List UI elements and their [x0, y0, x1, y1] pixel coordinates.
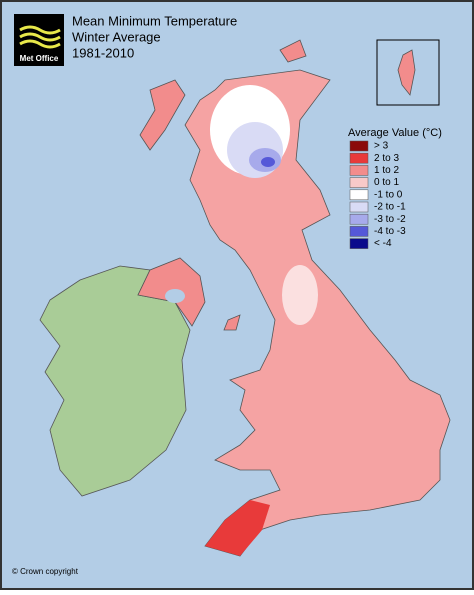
cairngorms: [261, 157, 275, 167]
legend-swatch: [349, 201, 369, 213]
legend-swatch: [349, 213, 369, 225]
orkney: [279, 39, 307, 63]
legend-label: 0 to 1: [374, 177, 399, 188]
legend-label: -1 to 0: [374, 189, 403, 200]
logo-waves: [19, 25, 61, 49]
legend-title: Average Value (°C): [348, 127, 442, 139]
legend-label: -2 to -1: [374, 202, 406, 213]
copyright: © Crown copyright: [12, 567, 79, 576]
legend-swatch: [349, 238, 369, 249]
highlands-cool: [227, 122, 283, 178]
title-line: Mean Minimum Temperature: [72, 13, 237, 28]
legend-swatch: [349, 152, 369, 164]
outer-hebrides: [139, 79, 186, 151]
legend: > 32 to 31 to 20 to 1-1 to 0 -2 to -1-3 t…: [349, 140, 406, 249]
legend-label: > 3: [374, 141, 389, 152]
legend-label: -4 to -3: [374, 226, 406, 237]
title-line: Winter Average: [72, 29, 161, 44]
cornwall-warm: [205, 500, 270, 556]
legend-label: 1 to 2: [374, 165, 399, 176]
title-line: 1981-2010: [72, 45, 134, 60]
legend-swatch: [349, 226, 369, 237]
isle-of-man: [223, 314, 241, 331]
legend-swatch: [349, 189, 369, 201]
pennines: [282, 265, 318, 325]
legend-label: < -4: [374, 238, 392, 249]
legend-swatch: [349, 165, 369, 176]
legend-swatch: [349, 140, 369, 152]
shetland: [397, 49, 416, 96]
legend-swatch: [349, 177, 369, 188]
legend-label: -3 to -2: [374, 214, 406, 225]
logo-text: Met Office: [20, 54, 59, 63]
lough-neagh: [165, 289, 185, 303]
legend-label: 2 to 3: [374, 153, 399, 164]
shetland-inset: [376, 39, 440, 106]
